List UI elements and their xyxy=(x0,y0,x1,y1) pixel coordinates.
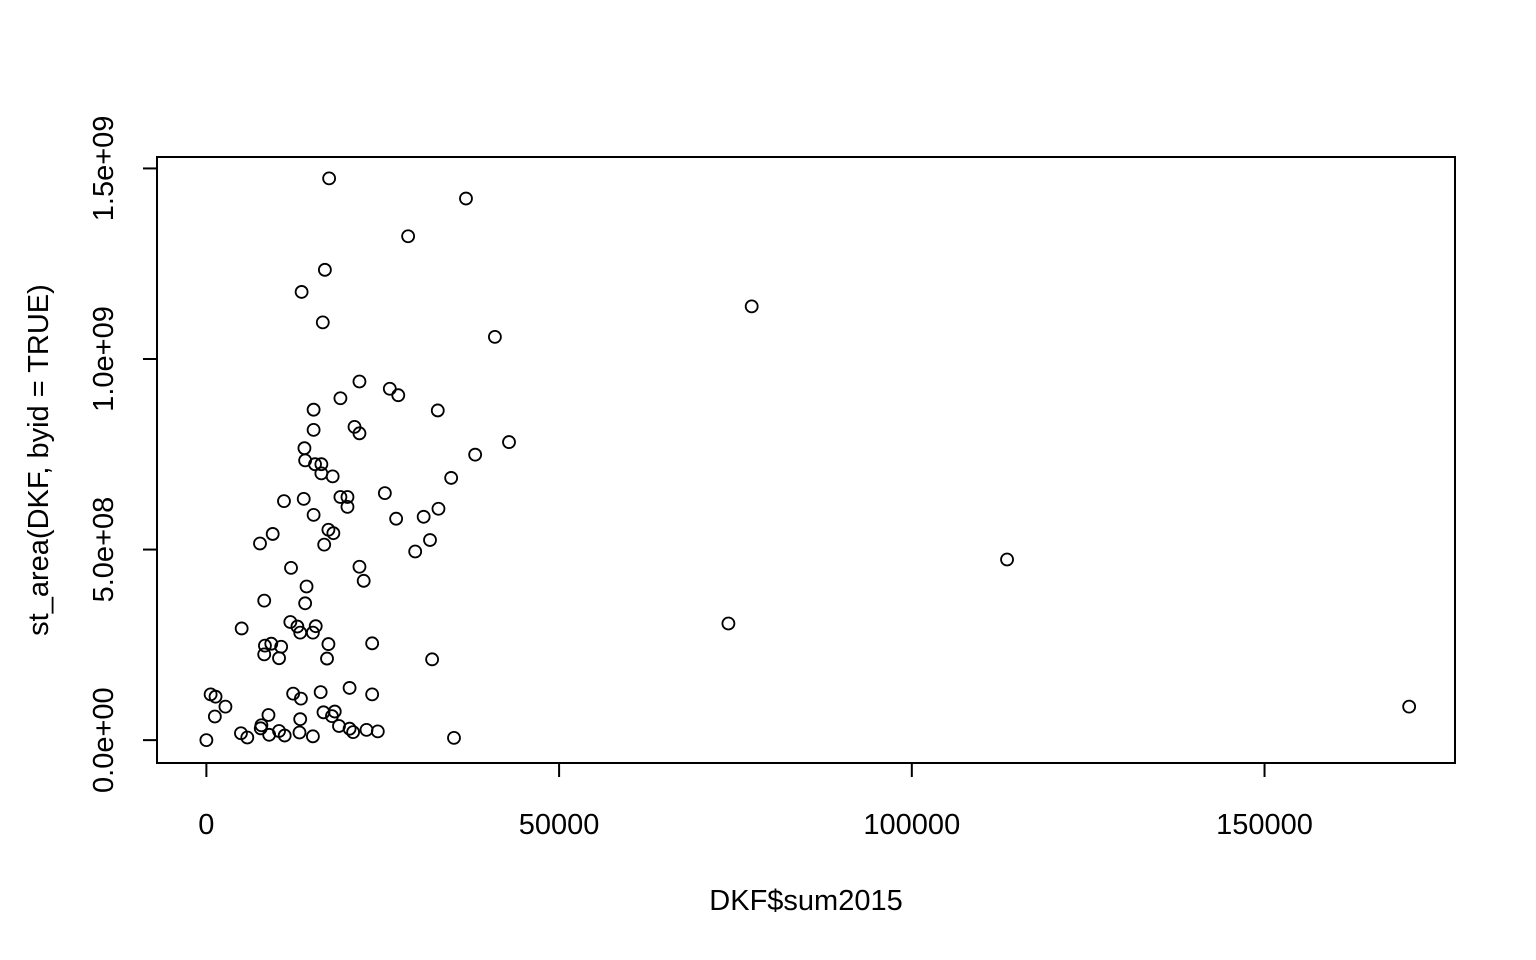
data-point xyxy=(370,724,385,739)
data-point xyxy=(377,486,392,501)
plot-frame xyxy=(156,156,1456,764)
data-point xyxy=(314,466,329,481)
data-point xyxy=(322,171,337,186)
data-point xyxy=(1000,552,1014,567)
data-point xyxy=(208,689,223,704)
y-axis-title: st_area(DKF, byid = TRUE) xyxy=(23,284,55,636)
data-point xyxy=(352,374,367,389)
data-point xyxy=(346,725,361,740)
data-point xyxy=(306,402,321,417)
data-point xyxy=(258,638,272,653)
data-point xyxy=(365,687,380,702)
data-point xyxy=(240,730,255,745)
data-point xyxy=(425,652,440,667)
data-point xyxy=(277,494,291,509)
x-tick-label: 0 xyxy=(198,809,214,841)
y-tick-label: 0.0e+00 xyxy=(88,687,120,793)
data-point xyxy=(283,615,298,629)
data-point xyxy=(325,709,339,724)
data-point xyxy=(389,511,404,526)
data-points xyxy=(199,171,1417,748)
data-point xyxy=(431,501,446,516)
data-point xyxy=(340,499,355,514)
data-point xyxy=(308,457,322,472)
data-point xyxy=(459,191,473,206)
data-point xyxy=(317,262,332,277)
data-point xyxy=(342,681,357,695)
data-point xyxy=(306,729,320,744)
data-point xyxy=(306,507,321,522)
data-point xyxy=(296,491,311,506)
data-point xyxy=(444,471,459,485)
x-axis-title: DKF$sum2015 xyxy=(709,885,902,917)
data-point xyxy=(306,422,321,437)
data-point xyxy=(352,559,367,574)
data-point xyxy=(416,509,431,524)
data-point xyxy=(306,625,320,640)
data-point xyxy=(721,616,736,631)
data-point xyxy=(284,560,298,575)
data-point xyxy=(297,441,312,456)
data-point xyxy=(391,388,406,403)
data-point xyxy=(253,536,267,551)
data-point xyxy=(293,712,308,727)
data-point xyxy=(447,730,461,745)
data-point xyxy=(299,579,314,594)
data-point xyxy=(262,727,277,742)
data-point xyxy=(264,636,279,651)
data-point xyxy=(272,651,286,666)
data-point xyxy=(430,403,445,418)
data-point xyxy=(234,621,249,636)
data-point xyxy=(502,435,516,449)
data-point xyxy=(356,573,371,588)
x-tick-label: 50000 xyxy=(519,809,600,841)
data-point xyxy=(218,699,233,714)
data-point xyxy=(340,490,355,504)
data-point xyxy=(365,636,380,651)
data-point xyxy=(321,637,336,651)
data-point xyxy=(423,533,437,547)
data-point xyxy=(488,329,502,344)
data-point xyxy=(257,647,272,662)
data-point xyxy=(261,708,276,722)
data-point xyxy=(294,691,308,706)
data-point xyxy=(315,315,330,330)
y-tick-label: 5.0e+08 xyxy=(88,497,120,603)
data-point xyxy=(744,299,759,314)
data-point xyxy=(313,685,328,700)
data-point xyxy=(408,544,423,559)
data-point xyxy=(317,537,332,552)
data-point xyxy=(342,721,357,736)
data-point xyxy=(199,733,214,748)
y-tick-label: 1.0e+09 xyxy=(88,306,120,412)
data-point xyxy=(359,722,374,737)
data-point xyxy=(401,229,416,244)
data-point xyxy=(333,391,348,406)
data-point xyxy=(325,469,340,484)
data-point xyxy=(265,527,280,541)
data-point xyxy=(277,728,292,743)
data-point xyxy=(382,381,397,396)
y-tick-label: 1.5e+09 xyxy=(88,116,120,222)
data-point xyxy=(326,526,341,541)
x-tick-label: 100000 xyxy=(863,809,960,841)
data-point xyxy=(308,619,323,634)
data-point xyxy=(1402,699,1417,714)
data-point xyxy=(468,447,483,462)
data-point xyxy=(320,651,334,666)
data-point xyxy=(314,457,329,472)
data-point xyxy=(257,593,272,608)
x-tick-label: 150000 xyxy=(1216,809,1313,841)
x-axis: 0 50000 100000 150000 xyxy=(198,762,1313,841)
data-point xyxy=(207,709,222,724)
data-point xyxy=(333,490,348,504)
data-point xyxy=(253,721,268,736)
data-point xyxy=(298,596,313,611)
data-point xyxy=(294,285,309,299)
y-axis: 0.0e+00 5.0e+08 1.0e+09 1.5e+09 xyxy=(88,116,158,793)
data-point xyxy=(352,426,367,441)
data-point xyxy=(292,725,307,740)
